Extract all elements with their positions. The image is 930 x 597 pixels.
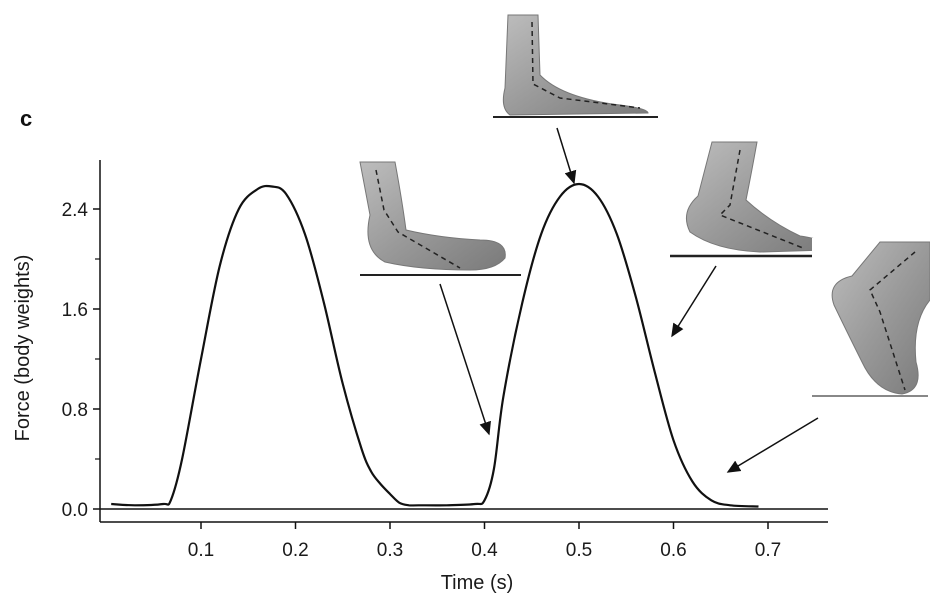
x-tick-label: 0.4 (471, 540, 498, 561)
ticks: 0.0 0.8 1.6 2.4 0.1 0.2 0.3 0.4 0.5 0.6 0.7 (62, 200, 782, 561)
x-tick-label: 0.5 (566, 540, 592, 561)
foot-toe-off-image (812, 238, 930, 400)
x-axis-title: Time (s) (441, 572, 514, 594)
arrow-toe-off (726, 417, 819, 473)
x-tick-label: 0.1 (188, 540, 214, 561)
panel-label: c (20, 106, 32, 131)
axes (99, 160, 828, 523)
y-tick-label: 2.4 (62, 200, 89, 221)
y-tick-label: 0.0 (62, 500, 88, 521)
arrow-foot-flat (556, 127, 577, 185)
x-tick-label: 0.7 (755, 540, 781, 561)
plot-area (111, 182, 759, 508)
arrow-heel-strike (439, 283, 491, 436)
arrow-heel-off (671, 265, 717, 338)
x-tick-label: 0.3 (377, 540, 403, 561)
x-tick-label: 0.2 (282, 540, 308, 561)
x-tick-label: 0.6 (660, 540, 686, 561)
y-tick-label: 0.8 (62, 400, 88, 421)
y-tick-label: 1.6 (62, 300, 88, 321)
foot-flat-image (493, 14, 661, 118)
foot-heel-off-image (667, 138, 835, 260)
force-curve (111, 182, 759, 508)
annotation-arrows (439, 127, 819, 473)
y-axis-title: Force (body weights) (12, 255, 34, 442)
foot-heel-strike-image (345, 160, 523, 280)
